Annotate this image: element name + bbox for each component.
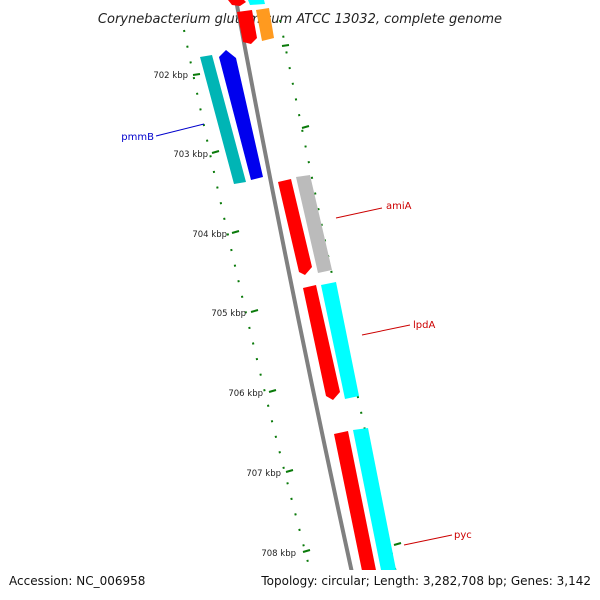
- gene-label-lpdA[interactable]: lpdA: [413, 320, 435, 331]
- major-tick-705: [250, 309, 259, 313]
- gene-feature-red-top: [228, 0, 246, 6]
- tick-label-703: 703 kbp: [173, 150, 208, 160]
- label-leader-lpdA: [361, 324, 411, 336]
- gene-feature-red-lpdA: [303, 285, 340, 400]
- gene-feature-red-2: [237, 10, 257, 44]
- gene-feature-red-amiA: [278, 179, 312, 275]
- gene-feature-red-pyc: [334, 431, 376, 570]
- major-tick-703: [211, 150, 220, 154]
- label-leader-pyc: [403, 534, 453, 546]
- tick-label-702: 702 kbp: [153, 71, 188, 81]
- tick-label-706: 706 kbp: [228, 389, 263, 399]
- genome-summary-text: Topology: circular; Length: 3,282,708 bp…: [261, 574, 591, 588]
- gene-feature-pmmB: [219, 50, 263, 180]
- label-leader-pmmB: [155, 123, 205, 137]
- gene-label-amiA[interactable]: amiA: [386, 201, 412, 212]
- gene-label-pmmB[interactable]: pmmB: [121, 132, 154, 143]
- gene-feature-cyan-top: [248, 0, 265, 5]
- accession-text: Accession: NC_006958: [9, 574, 146, 588]
- inner-tick: [281, 44, 290, 47]
- gene-feature-lpdA: [321, 282, 359, 399]
- major-tick-704: [231, 230, 240, 234]
- map-title: Corynebacterium glutamicum ATCC 13032, c…: [98, 12, 502, 27]
- gene-feature-amiA: [296, 175, 332, 273]
- tick-label-707: 707 kbp: [246, 469, 281, 479]
- gene-feature-pyc: [353, 428, 397, 570]
- inner-tick: [393, 542, 402, 546]
- tick-label-704: 704 kbp: [192, 230, 227, 240]
- gene-feature-teal: [200, 55, 246, 184]
- inner-tick: [301, 125, 310, 129]
- tick-label-705: 705 kbp: [211, 309, 246, 319]
- major-tick-702: [192, 73, 201, 76]
- label-leader-amiA: [335, 207, 383, 219]
- tick-label-708: 708 kbp: [261, 549, 296, 559]
- major-tick-707: [285, 469, 294, 473]
- genome-backbone: [234, 0, 354, 570]
- gene-label-pyc[interactable]: pyc: [454, 530, 472, 541]
- gene-feature-orange: [256, 8, 274, 41]
- major-tick-708: [302, 549, 311, 553]
- major-tick-706: [268, 389, 277, 393]
